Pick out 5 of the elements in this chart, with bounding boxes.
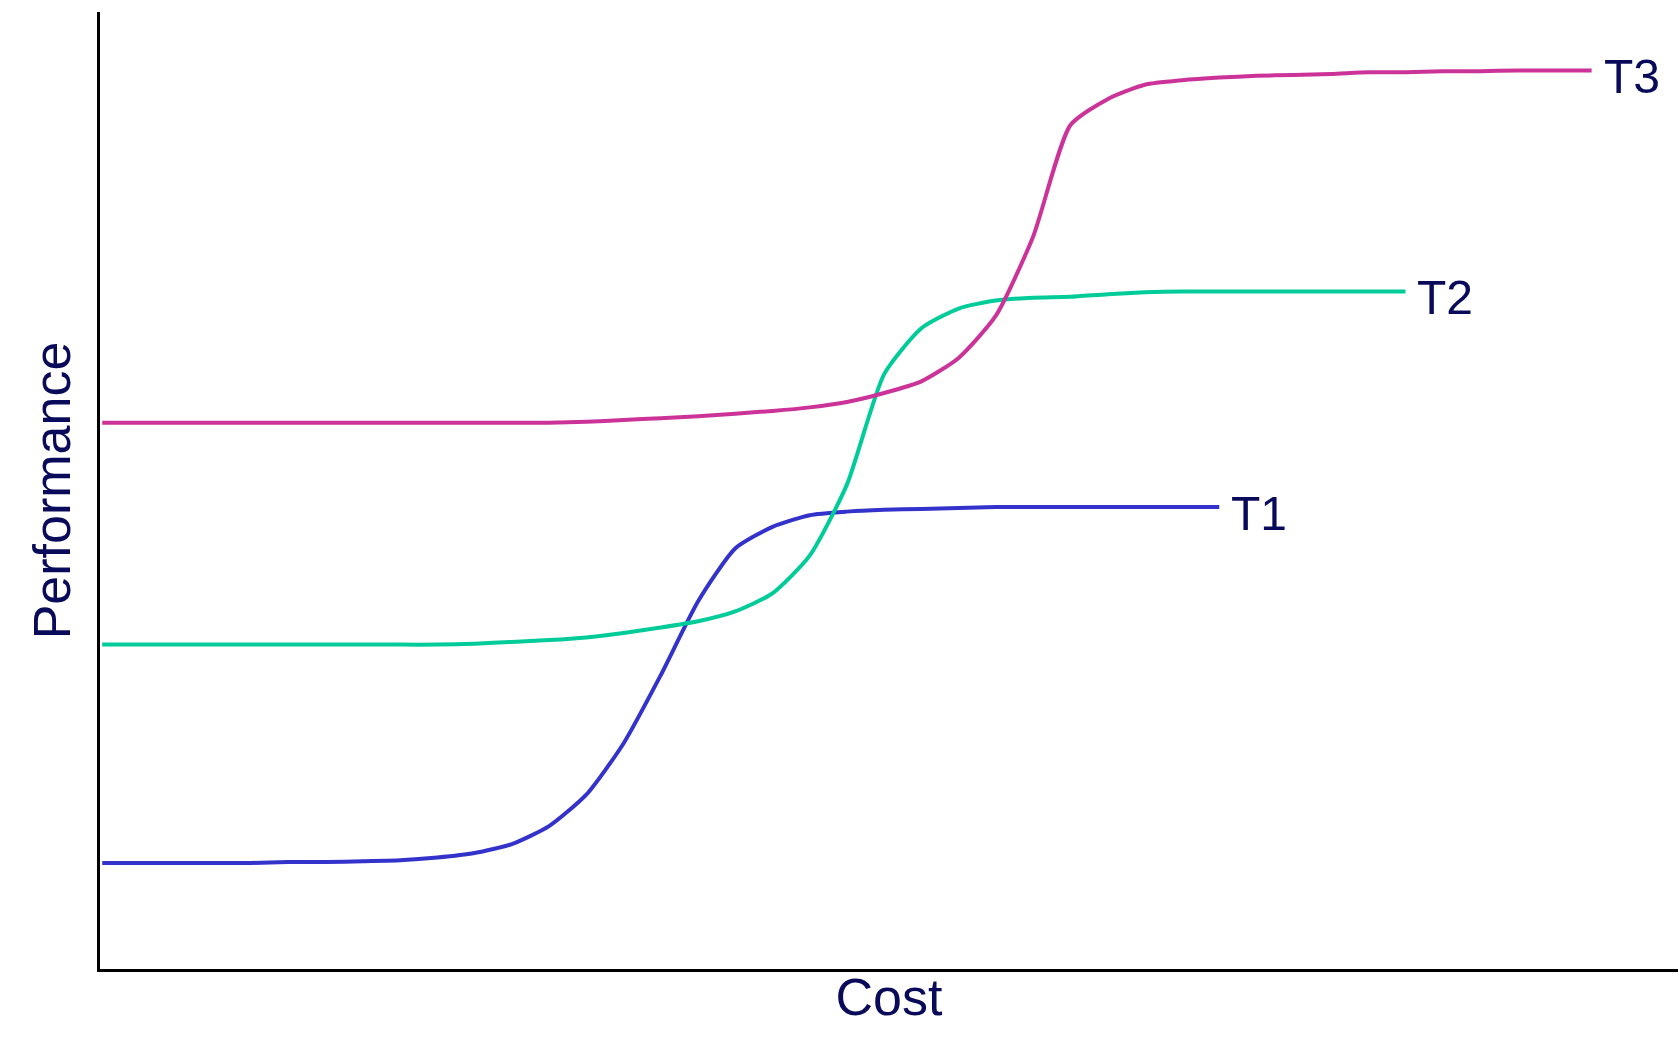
x-axis-title: Cost <box>835 967 944 1026</box>
y-axis-title: Performance <box>23 341 82 640</box>
series-label: T3 <box>1604 50 1661 103</box>
series-label: T2 <box>1417 271 1474 324</box>
series-label: T1 <box>1231 487 1288 540</box>
